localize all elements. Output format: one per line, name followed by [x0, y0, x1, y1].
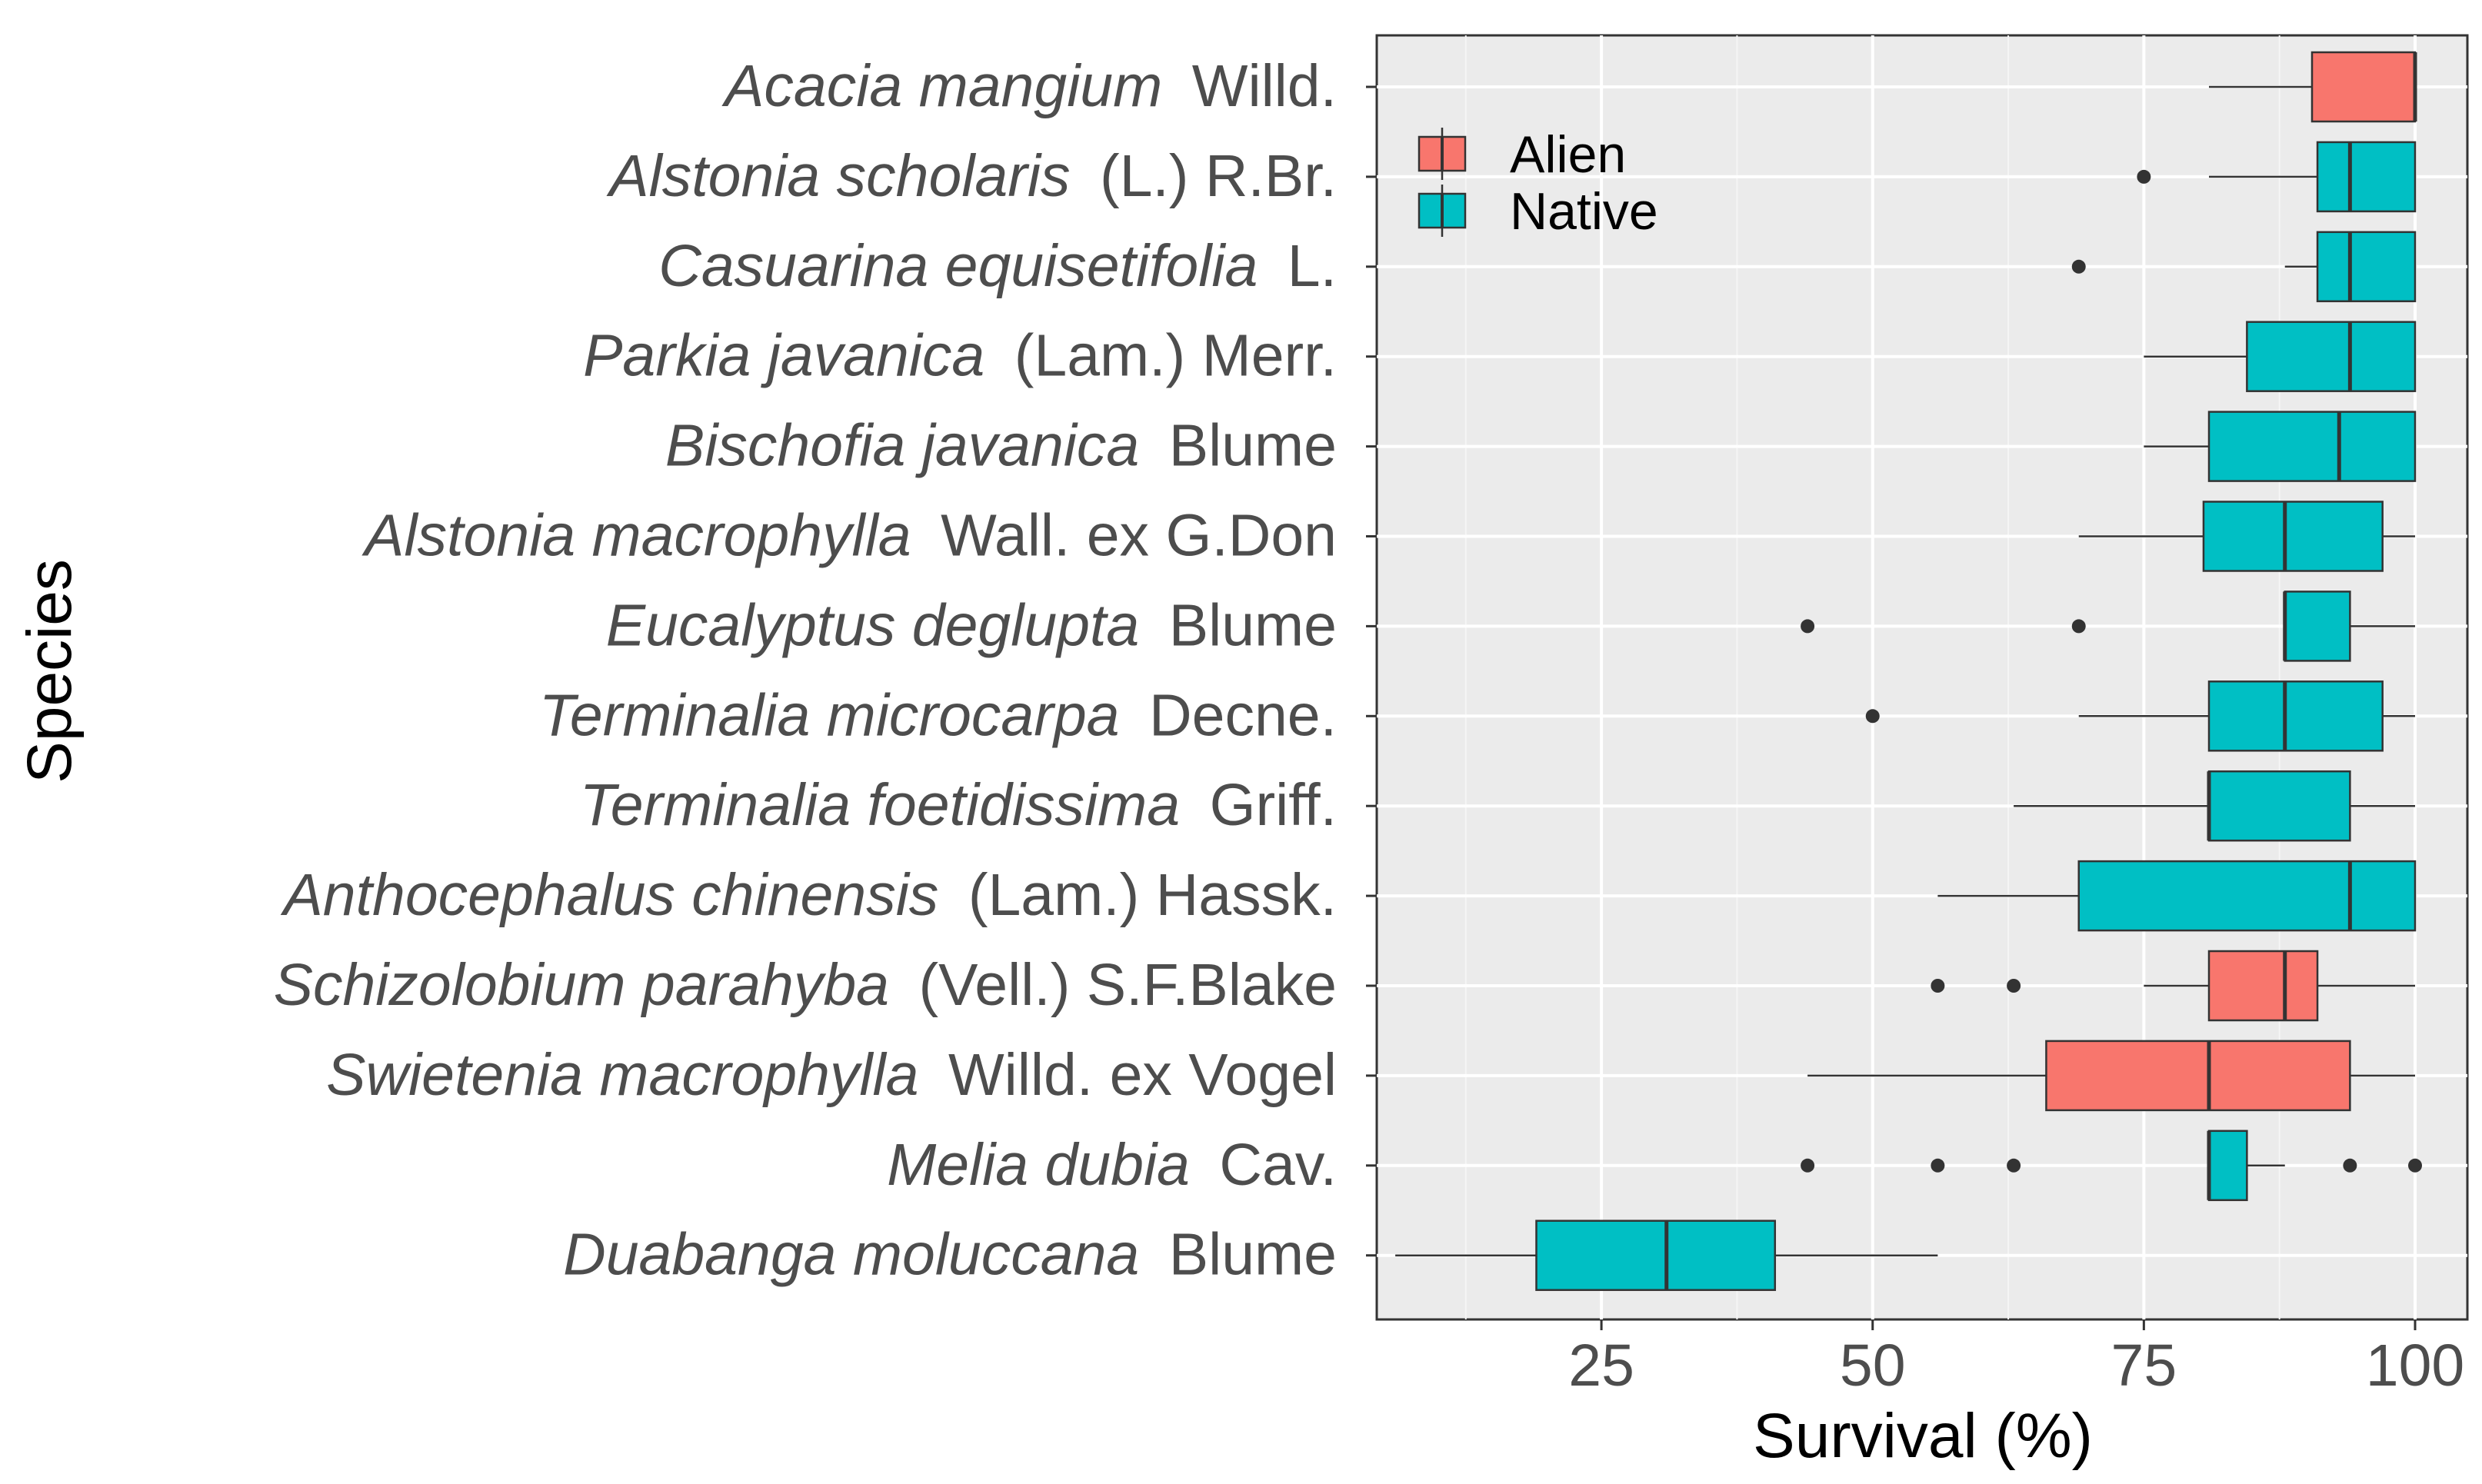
- outlier-point: [1801, 1158, 1815, 1173]
- species-tick-labels: Acacia mangium Willd. Alstonia scholaris …: [274, 53, 1337, 1288]
- species-authority: (Vell.) S.F.Blake: [889, 952, 1337, 1018]
- species-authority: Blume: [1139, 413, 1337, 479]
- species-binomial: Swietenia macrophylla: [326, 1042, 918, 1108]
- outlier-point: [2071, 259, 2086, 274]
- box-iqr: [2207, 680, 2384, 752]
- species-authority: (Lam.) Merr.: [984, 323, 1337, 389]
- species-label: Swietenia macrophylla Willd. ex Vogel: [326, 1042, 1337, 1108]
- species-label: Alstonia macrophylla Wall. ex G.Don: [361, 503, 1337, 569]
- species-binomial: Eucalyptus deglupta: [606, 592, 1140, 658]
- box-terminalia-foetidissima: [1366, 770, 2415, 842]
- box-casuarina-equisetifolia: [1366, 231, 2417, 303]
- legend-label: Native: [1510, 182, 1658, 241]
- species-label: Alstonia scholaris (L.) R.Br.: [606, 143, 1337, 209]
- species-binomial: Anthocephalus chinensis: [280, 862, 938, 928]
- x-axis: 25 50 75 100: [1568, 1319, 2464, 1399]
- species-authority: L.: [1258, 233, 1337, 299]
- species-authority: Griff.: [1180, 772, 1337, 838]
- outlier-point: [1931, 979, 1945, 993]
- box-bischofia-javanica: [1366, 411, 2417, 482]
- outlier-point: [1801, 619, 1815, 634]
- box-iqr: [2207, 770, 2351, 842]
- box-schizolobium-parahyba: [1366, 950, 2415, 1022]
- species-binomial: Terminalia microcarpa: [539, 682, 1120, 748]
- species-authority: Wall. ex G.Don: [911, 503, 1337, 569]
- box-iqr: [2045, 1040, 2351, 1112]
- box-terminalia-microcarpa: [1366, 680, 2415, 752]
- outlier-point: [2343, 1158, 2357, 1173]
- species-label: Terminalia microcarpa Decne.: [539, 682, 1337, 748]
- legend-label: Alien: [1510, 125, 1626, 184]
- species-label: Acacia mangium Willd.: [721, 53, 1337, 119]
- x-tick-label: 100: [2366, 1333, 2464, 1399]
- box-iqr: [2284, 591, 2351, 662]
- box-iqr: [2310, 51, 2417, 123]
- legend-item-alien: Alien: [1418, 125, 1626, 184]
- legend-item-native: Native: [1418, 182, 1658, 241]
- outlier-point: [2408, 1158, 2422, 1173]
- box-iqr: [2077, 860, 2417, 932]
- species-authority: (Lam.) Hassk.: [938, 862, 1337, 928]
- species-binomial: Acacia mangium: [721, 53, 1162, 119]
- species-label: Anthocephalus chinensis (Lam.) Hassk.: [280, 862, 1337, 928]
- box-iqr: [2316, 141, 2417, 213]
- box-iqr: [2246, 321, 2417, 392]
- outlier-point: [2071, 619, 2086, 634]
- x-tick-label: 50: [1840, 1333, 1906, 1399]
- box-iqr: [2316, 231, 2417, 303]
- box-iqr: [2202, 501, 2384, 572]
- outlier-point: [2137, 169, 2151, 184]
- outlier-point: [2007, 1158, 2021, 1173]
- species-binomial: Casuarina equisetifolia: [658, 233, 1258, 299]
- box-eucalyptus-deglupta: [1366, 591, 2415, 662]
- panel-border: [1375, 34, 2469, 1321]
- species-binomial: Terminalia foetidissima: [580, 772, 1180, 838]
- box-iqr: [2207, 950, 2319, 1022]
- box-iqr: [1535, 1219, 1777, 1291]
- box-duabanga-moluccana: [1366, 1219, 1938, 1291]
- box-series: [1366, 51, 2422, 1291]
- box-parkia-javanica: [1366, 321, 2417, 392]
- species-binomial: Alstonia macrophylla: [361, 503, 911, 569]
- box-iqr: [2207, 411, 2417, 482]
- x-tick-label: 75: [2111, 1333, 2177, 1399]
- outlier-point: [1931, 1158, 1945, 1173]
- species-authority: Willd. ex Vogel: [918, 1042, 1337, 1108]
- species-label: Eucalyptus deglupta Blume: [606, 592, 1337, 658]
- species-label: Bischofia javanica Blume: [665, 413, 1337, 479]
- species-authority: (L.) R.Br.: [1070, 143, 1337, 209]
- species-binomial: Schizolobium parahyba: [274, 952, 889, 1018]
- species-label: Schizolobium parahyba (Vell.) S.F.Blake: [274, 952, 1337, 1018]
- x-tick-label: 25: [1568, 1333, 1634, 1399]
- box-acacia-mangium: [1366, 51, 2417, 123]
- species-binomial: Parkia javanica: [583, 323, 984, 389]
- box-anthocephalus-chinensis: [1366, 860, 2417, 932]
- species-label: Duabanga moluccana Blume: [563, 1222, 1337, 1288]
- box-iqr: [2207, 1130, 2248, 1202]
- species-authority: Cav.: [1190, 1132, 1337, 1198]
- species-binomial: Melia dubia: [887, 1132, 1190, 1198]
- species-binomial: Alstonia scholaris: [606, 143, 1070, 209]
- box-alstonia-macrophylla: [1366, 501, 2415, 572]
- x-axis-title: Survival (%): [1753, 1401, 2093, 1471]
- box-swietenia-macrophylla: [1366, 1040, 2415, 1112]
- species-authority: Blume: [1139, 592, 1337, 658]
- species-authority: Willd.: [1162, 53, 1337, 119]
- species-binomial: Bischofia javanica: [665, 413, 1139, 479]
- outlier-point: [2007, 979, 2021, 993]
- species-authority: Blume: [1139, 1222, 1337, 1288]
- outlier-point: [1865, 709, 1880, 724]
- species-label: Melia dubia Cav.: [887, 1132, 1337, 1198]
- species-label: Parkia javanica (Lam.) Merr.: [583, 323, 1337, 389]
- y-axis-title: Species: [15, 559, 85, 784]
- species-label: Casuarina equisetifolia L.: [658, 233, 1337, 299]
- species-binomial: Duabanga moluccana: [563, 1222, 1139, 1288]
- species-authority: Decne.: [1120, 682, 1337, 748]
- species-label: Terminalia foetidissima Griff.: [580, 772, 1337, 838]
- box-alstonia-scholaris: [1366, 141, 2417, 213]
- box-melia-dubia: [1366, 1130, 2422, 1202]
